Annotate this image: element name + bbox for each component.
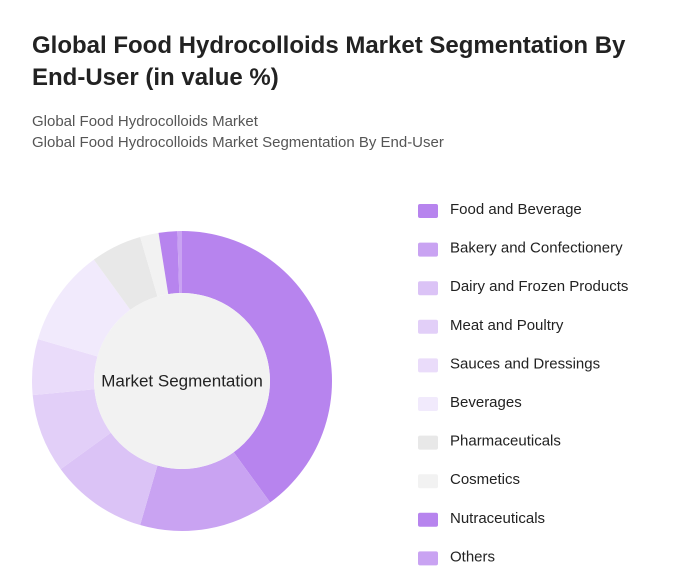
legend-swatch <box>418 512 438 527</box>
donut-segment <box>32 339 98 396</box>
legend-label: Food and Beverage <box>450 201 582 218</box>
legend-label: Pharmaceuticals <box>450 433 561 450</box>
legend-swatch <box>418 551 438 566</box>
donut-segment <box>37 259 131 357</box>
donut-segment <box>93 236 158 310</box>
legend-swatch <box>418 474 438 489</box>
legend-label: Meat and Poultry <box>450 317 564 334</box>
donut-segment <box>158 231 180 295</box>
subtitle: Global Food Hydrocolloids Market Segment… <box>32 134 444 151</box>
subtitle: Global Food Hydrocolloids Market <box>32 113 258 130</box>
legend-swatch <box>418 242 438 257</box>
legend-swatch <box>418 281 438 296</box>
legend-label: Others <box>450 548 495 565</box>
donut-segment <box>32 389 111 470</box>
donut-segment <box>60 432 158 526</box>
donut-segment <box>182 231 332 503</box>
legend-label: Nutraceuticals <box>450 510 545 527</box>
legend-swatch <box>418 435 438 450</box>
legend-label: Bakery and Confectionery <box>450 240 623 257</box>
legend-label: Beverages <box>450 394 522 411</box>
legend-swatch <box>418 319 438 334</box>
donut-segment <box>177 231 182 294</box>
donut-segment <box>140 232 169 297</box>
legend-label: Dairy and Frozen Products <box>450 278 628 295</box>
center-label: Market Segmentation <box>101 371 263 390</box>
legend-swatch <box>418 204 438 218</box>
legend-swatch <box>418 397 438 411</box>
chart-title: Global Food Hydrocolloids Market Segment… <box>32 32 626 91</box>
legend-label: Cosmetics <box>450 471 520 488</box>
donut-center <box>94 293 270 469</box>
legend-swatch <box>418 358 438 373</box>
legend-label: Sauces and Dressings <box>450 355 600 372</box>
donut-segment <box>140 452 271 531</box>
